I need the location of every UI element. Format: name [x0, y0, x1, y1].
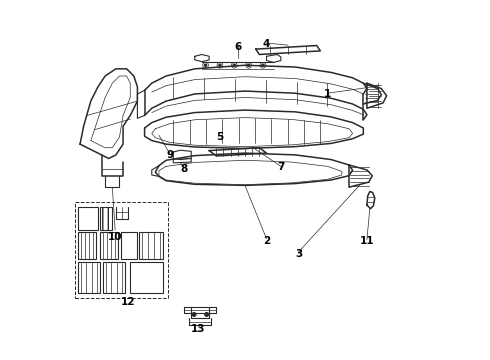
Bar	[74, 202, 168, 298]
Text: 7: 7	[277, 162, 285, 172]
Text: 13: 13	[191, 324, 206, 334]
Bar	[100, 207, 112, 230]
Bar	[78, 232, 96, 259]
Circle shape	[219, 64, 221, 66]
Text: 5: 5	[216, 132, 223, 142]
Circle shape	[262, 64, 264, 66]
Bar	[78, 262, 100, 293]
Text: 8: 8	[180, 164, 188, 174]
Circle shape	[192, 313, 196, 316]
Text: 1: 1	[324, 89, 331, 99]
Text: 9: 9	[166, 150, 173, 160]
Bar	[78, 207, 98, 230]
Bar	[103, 262, 125, 293]
Text: 10: 10	[108, 232, 122, 242]
Text: 12: 12	[121, 297, 136, 307]
Text: 6: 6	[234, 42, 242, 52]
Bar	[122, 232, 137, 259]
Text: 11: 11	[360, 236, 374, 246]
Bar	[139, 232, 163, 259]
Bar	[130, 262, 163, 293]
Circle shape	[205, 313, 208, 316]
Text: 4: 4	[263, 39, 270, 49]
Text: 3: 3	[295, 248, 302, 258]
Text: 2: 2	[263, 236, 270, 246]
Circle shape	[233, 64, 235, 66]
Circle shape	[204, 64, 207, 66]
Bar	[100, 232, 118, 259]
Circle shape	[247, 64, 250, 66]
